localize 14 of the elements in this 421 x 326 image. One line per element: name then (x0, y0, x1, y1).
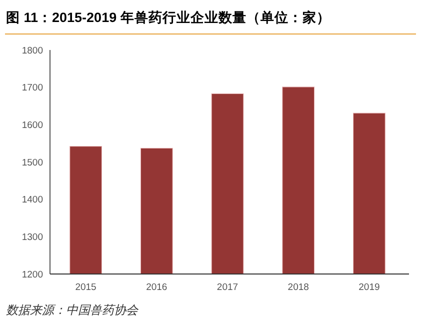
y-tick-label: 1700 (22, 82, 43, 94)
y-tick-label: 1400 (22, 194, 43, 206)
source-note: 数据来源：中国兽药协会 (6, 303, 139, 317)
x-tick-label: 2018 (288, 282, 309, 293)
x-tick-label: 2016 (146, 282, 168, 293)
chart-title: 图 11：2015-2019 年兽药行业企业数量（单位：家） (6, 9, 330, 25)
x-tick-label: 2015 (75, 282, 96, 293)
y-tick-label: 1200 (22, 269, 43, 280)
y-tick-label: 1800 (22, 45, 43, 56)
x-tick-label: 2019 (358, 282, 380, 293)
x-tick-label: 2017 (216, 282, 238, 293)
y-tick-label: 1500 (22, 157, 43, 168)
y-tick-label: 1600 (22, 120, 43, 131)
y-tick-label: 1300 (22, 232, 43, 243)
